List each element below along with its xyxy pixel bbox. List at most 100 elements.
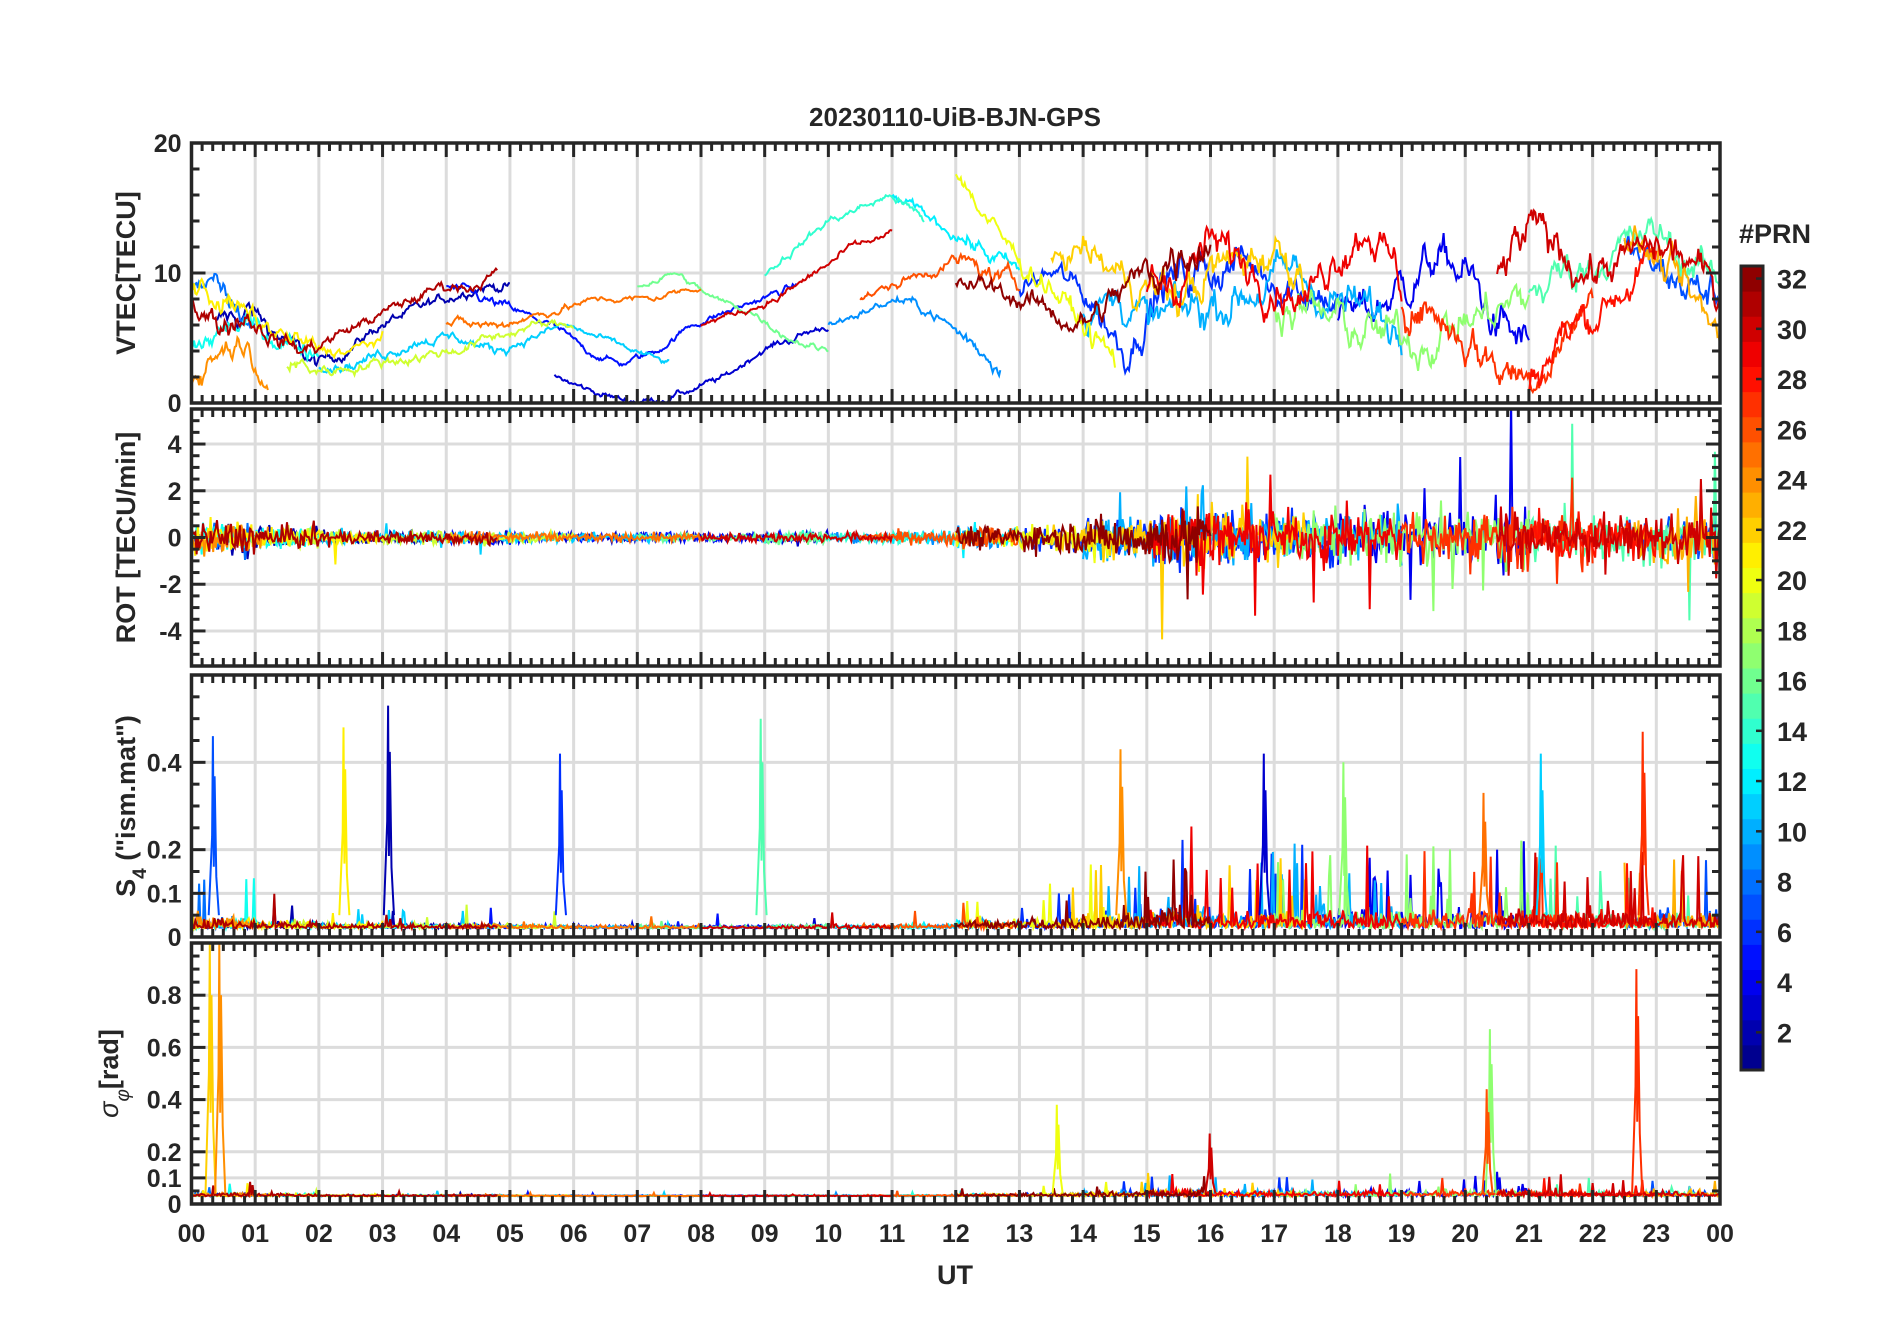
x-axis-label: UT xyxy=(937,1260,973,1290)
colorbar-tick-label: 32 xyxy=(1777,265,1807,295)
series-group xyxy=(191,409,1720,640)
colorbar-tick-label: 22 xyxy=(1777,516,1807,546)
series-prn-25 xyxy=(445,288,702,330)
colorbar-segment xyxy=(1741,617,1763,644)
series-prn-11 xyxy=(318,322,670,375)
series-group xyxy=(191,173,1720,403)
peak-prn-25 xyxy=(1478,792,1491,916)
axes-box xyxy=(189,941,1722,1206)
series-prn-17 xyxy=(1273,282,1530,371)
colorbar-label: #PRN xyxy=(1739,219,1811,249)
y-tick-label: 0.1 xyxy=(147,1165,182,1193)
series-prn-3 xyxy=(553,326,830,403)
peak-prn-20 xyxy=(1051,1104,1064,1194)
series-prn-12 xyxy=(891,193,1021,271)
colorbar-segment xyxy=(1741,843,1763,870)
y-axis-label-rot: ROT [TECU/min] xyxy=(111,432,141,643)
y-tick-label: 0 xyxy=(168,390,182,418)
peak-prn-21 xyxy=(338,727,351,916)
x-tick-label: 13 xyxy=(1006,1220,1034,1248)
colorbar-tick-label: 12 xyxy=(1777,767,1807,797)
series-prn-15 xyxy=(1527,423,1720,621)
colorbar-tick-label: 30 xyxy=(1777,315,1807,345)
peak-prn-2 xyxy=(382,705,395,916)
series-prn-5 xyxy=(446,282,798,367)
x-tick-label: 16 xyxy=(1197,1220,1225,1248)
colorbar-segment xyxy=(1741,969,1763,996)
x-tick-label: 02 xyxy=(305,1220,333,1248)
colorbar-tick-label: 20 xyxy=(1777,566,1807,596)
colorbar-segment xyxy=(1741,944,1763,970)
x-tick-label: 23 xyxy=(1642,1220,1670,1248)
colorbar-segment xyxy=(1741,366,1763,393)
colorbar-segment xyxy=(1741,492,1763,518)
series-prn-30 xyxy=(1496,1174,1720,1200)
x-tick-label: 22 xyxy=(1579,1220,1607,1248)
y-tick-label: 20 xyxy=(154,130,182,158)
x-tick-label: 05 xyxy=(496,1220,524,1248)
colorbar-segment xyxy=(1741,416,1763,443)
y-axis-label-s4: S4 ("ism.mat") xyxy=(111,715,151,897)
panel-vtec: 0 10 20 VTEC[TECU] xyxy=(111,130,1722,418)
series-prn-26 xyxy=(859,525,1021,550)
y-tick-label: 0.2 xyxy=(147,837,182,865)
colorbar-frame xyxy=(1739,264,1765,1072)
colorbar-segment xyxy=(1741,441,1763,468)
colorbar-segment xyxy=(1741,341,1763,367)
y-tick-label: 0 xyxy=(168,525,182,553)
series-prn-4 xyxy=(1336,232,1530,345)
axes-box xyxy=(189,141,1722,405)
y-tick-label: 0.4 xyxy=(147,749,182,777)
series-prn-32 xyxy=(955,859,1212,931)
y-tick-label: -4 xyxy=(159,618,181,646)
series-prn-6 xyxy=(1018,245,1339,377)
x-tick-label: 09 xyxy=(751,1220,779,1248)
peak-prn-7 xyxy=(207,736,220,916)
colorbar-segment xyxy=(1741,869,1763,895)
series-prn-21 xyxy=(191,277,384,360)
x-tick-label: 06 xyxy=(560,1220,588,1248)
series-prn-31 xyxy=(191,266,498,355)
y-tick-label: 0.6 xyxy=(147,1034,182,1062)
series-prn-30 xyxy=(1496,851,1720,931)
colorbar-tick-label: 8 xyxy=(1777,868,1792,898)
panel-s4: 0 0.1 0.2 0.4S4 ("ism.mat") xyxy=(111,673,1722,952)
colorbar-segment xyxy=(1741,919,1763,945)
x-tick-label: 00 xyxy=(178,1220,206,1248)
peak-prn-27 xyxy=(1631,969,1644,1194)
axes-box xyxy=(189,407,1722,668)
x-tick-label: 21 xyxy=(1515,1220,1543,1248)
colorbar-tick-label: 28 xyxy=(1777,365,1807,395)
colorbar-tick-label: 2 xyxy=(1777,1018,1792,1048)
series-prn-19 xyxy=(286,318,574,378)
peak-prn-6 xyxy=(554,753,567,916)
y-tick-label: 0 xyxy=(168,924,182,952)
y-tick-label: 0.4 xyxy=(147,1087,182,1115)
colorbar-segment xyxy=(1741,894,1763,920)
series-prn-30 xyxy=(700,529,894,546)
panel-sigma: 00.10.2 0.4 0.6 0.8 σφ[rad] xyxy=(94,941,1722,1219)
series-prn-30 xyxy=(700,229,893,327)
peak-prn-24 xyxy=(214,943,227,1194)
chart-title: 20230110-UiB-BJN-GPS xyxy=(809,102,1101,132)
series-prn-32 xyxy=(955,506,1212,600)
y-axis-label-vtec: VTEC[TECU] xyxy=(111,191,141,355)
colorbar-segment xyxy=(1741,642,1763,669)
peak-prn-22 xyxy=(204,943,217,1194)
x-tick-label: 04 xyxy=(432,1220,460,1248)
peak-prn-11 xyxy=(1535,753,1548,916)
x-tick-label: 17 xyxy=(1260,1220,1288,1248)
x-tick-label: 19 xyxy=(1388,1220,1416,1248)
x-tick-label: 11 xyxy=(879,1220,906,1248)
series-prn-26 xyxy=(859,251,1021,301)
series-prn-32 xyxy=(954,244,1212,334)
colorbar-segment xyxy=(1741,994,1763,1021)
peak-prn-24 xyxy=(1115,749,1128,916)
colorbar-segment xyxy=(1741,391,1763,418)
colorbar-segment xyxy=(1741,291,1763,317)
x-tick-label: 00 xyxy=(1706,1220,1734,1248)
axes-box xyxy=(189,673,1722,939)
series-prn-20 xyxy=(954,173,1116,368)
series-prn-9 xyxy=(827,294,1002,379)
